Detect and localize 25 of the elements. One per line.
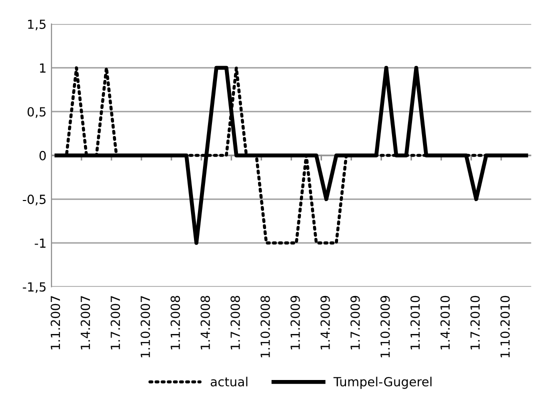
x-tick-label: 1.1.2007 [50, 296, 60, 350]
x-tick-label: 1.10.2007 [140, 296, 150, 358]
y-tick-label: 1,5 [28, 20, 46, 30]
y-tick-label: -1 [34, 238, 46, 248]
x-tick-label: 1.10.2008 [260, 296, 270, 358]
x-tick-label: 1.1.2009 [290, 296, 300, 350]
y-tick-label: 1 [40, 63, 46, 73]
y-tick-label: 0 [40, 150, 46, 160]
y-tick-label: 0,5 [28, 107, 46, 118]
x-tick-label: 1.10.2010 [500, 296, 510, 358]
x-tick-label: 1.4.2010 [440, 296, 450, 350]
x-tick-label: 1.7.2007 [110, 296, 120, 350]
legend-label: Tumpel-Gugerel [333, 376, 432, 389]
y-tick-label: -0,5 [22, 194, 46, 206]
x-tick-label: 1.7.2010 [470, 296, 480, 350]
x-tick-label: 1.1.2008 [170, 296, 180, 350]
x-tick-label: 1.10.2009 [380, 296, 390, 358]
legend-label: actual [210, 376, 248, 386]
x-tick-label: 1.4.2008 [200, 296, 210, 350]
x-tick-label: 1.4.2007 [80, 296, 90, 350]
x-tick-label: 1.7.2008 [230, 296, 240, 350]
y-tick-label: -1,5 [22, 282, 46, 293]
x-tick-label: 1.7.2009 [350, 296, 360, 350]
x-tick-label: 1.1.2010 [410, 296, 420, 350]
x-tick-label: 1.4.2009 [320, 296, 330, 350]
